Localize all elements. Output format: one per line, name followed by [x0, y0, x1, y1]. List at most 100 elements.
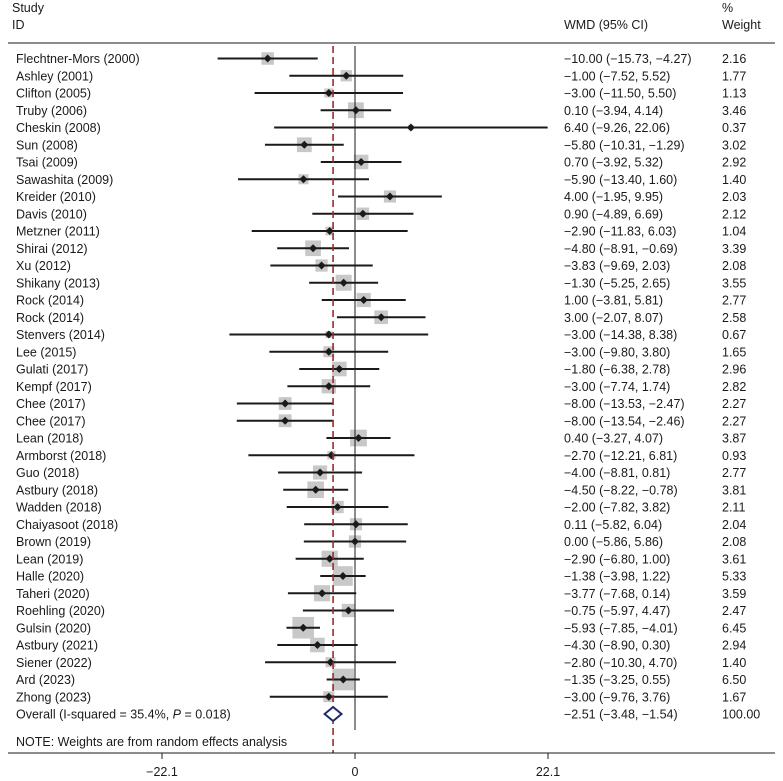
study-weight: 6.45 [722, 621, 746, 635]
footnote: NOTE: Weights are from random effects an… [16, 735, 287, 749]
study-effect-ci: −2.90 (−11.83, 6.03) [564, 225, 676, 239]
study-point-estimate [339, 278, 348, 287]
overall-weight: 100.00 [722, 708, 760, 722]
study-weight: 3.61 [722, 552, 746, 566]
study-point-estimate [351, 520, 360, 529]
study-effect-ci: −2.70 (−12.21, 6.81) [564, 449, 677, 463]
study-effect-ci: −4.50 (−8.22, −0.78) [564, 483, 678, 497]
study-weight: 2.96 [722, 363, 746, 377]
study-point-estimate [385, 192, 394, 201]
study-weight: 1.77 [722, 69, 746, 83]
study-effect-ci: 0.11 (−5.82, 6.04) [564, 518, 662, 532]
study-point-estimate [406, 123, 415, 132]
study-point-estimate [325, 554, 334, 563]
study-weight: 2.16 [722, 52, 746, 66]
study-effect-ci: −8.00 (−13.53, −2.47) [564, 397, 685, 411]
study-weight: 0.93 [722, 449, 746, 463]
study-label: Truby (2006) [16, 104, 87, 118]
study-label: Gulsin (2020) [16, 621, 91, 635]
study-point-estimate [263, 54, 272, 63]
study-point-estimate [333, 503, 342, 511]
study-effect-ci: −5.80 (−10.31, −1.29) [564, 138, 685, 152]
study-point-estimate [300, 140, 309, 149]
study-effect-ci: −4.30 (−8.90, 0.30) [564, 639, 670, 653]
study-weight: 5.33 [722, 570, 746, 584]
header-id-label: ID [12, 18, 25, 32]
study-effect-ci: −4.00 (−8.81, 0.81) [564, 466, 670, 480]
study-weight: 2.04 [722, 518, 746, 532]
study-point-estimate [281, 399, 290, 408]
study-weight: 2.08 [722, 259, 746, 273]
study-label: Sawashita (2009) [16, 173, 113, 187]
overall-label-p: P [173, 708, 182, 722]
study-label: Lean (2019) [16, 552, 83, 566]
overall-diamond [323, 705, 344, 723]
study-weight: 2.77 [722, 466, 746, 480]
study-point-estimate [324, 330, 333, 339]
study-weight: 3.55 [722, 276, 746, 290]
study-point-estimate [357, 158, 366, 166]
study-weight: 3.46 [722, 104, 746, 118]
study-weight: 0.67 [722, 328, 746, 342]
study-point-estimate [309, 244, 318, 253]
study-weight: 2.12 [722, 207, 746, 221]
study-weight: 2.03 [722, 190, 746, 204]
study-weight: 1.40 [722, 656, 746, 670]
study-label: Xu (2012) [16, 259, 71, 273]
study-label: Lee (2015) [16, 345, 76, 359]
study-weight: 6.50 [722, 673, 746, 687]
overall-label-suffix: = 0.018) [181, 708, 231, 722]
study-effect-ci: 0.00 (−5.86, 5.86) [564, 535, 663, 549]
x-tick-label: 0 [352, 765, 359, 779]
study-weight: 2.11 [722, 501, 745, 515]
study-label: Stenvers (2014) [16, 328, 105, 342]
study-effect-ci: −1.80 (−6.38, 2.78) [564, 363, 670, 377]
study-label: Taheri (2020) [16, 587, 90, 601]
study-point-estimate [335, 365, 344, 373]
study-label: Cheskin (2008) [16, 121, 101, 135]
study-weight: 0.37 [722, 121, 746, 135]
study-label: Astbury (2021) [16, 639, 98, 653]
study-point-estimate [281, 416, 290, 425]
study-point-estimate [299, 175, 308, 184]
study-weight: 2.94 [722, 639, 746, 653]
study-weight: 2.27 [722, 397, 746, 411]
study-effect-ci: −1.38 (−3.98, 1.22) [564, 570, 670, 584]
study-effect-ci: −3.00 (−14.38, 8.38) [564, 328, 677, 342]
study-weight: 1.04 [722, 225, 746, 239]
study-weight: 2.58 [722, 311, 746, 325]
study-label: Kreider (2010) [16, 190, 96, 204]
study-effect-ci: −5.93 (−7.85, −4.01) [564, 621, 678, 635]
study-effect-ci: −4.80 (−8.91, −0.69) [564, 242, 678, 256]
study-point-estimate [316, 468, 325, 477]
study-label: Metzner (2011) [16, 225, 100, 239]
study-weight: 1.65 [722, 345, 746, 359]
study-point-estimate [377, 313, 386, 322]
study-label: Lean (2018) [16, 432, 83, 446]
study-label: Roehling (2020) [16, 604, 105, 618]
study-label: Halle (2020) [16, 570, 84, 584]
study-weight: 2.77 [722, 294, 746, 308]
study-effect-ci: 1.00 (−3.81, 5.81) [564, 294, 663, 308]
study-label: Shirai (2012) [16, 242, 88, 256]
x-tick-label: −22.1 [146, 765, 178, 779]
study-label: Zhong (2023) [16, 690, 91, 704]
study-label: Guo (2018) [16, 466, 79, 480]
study-point-estimate [344, 606, 353, 615]
study-effect-ci: −1.30 (−5.25, 2.65) [564, 276, 670, 290]
study-label: Flechtner-Mors (2000) [16, 52, 140, 66]
study-weight: 2.47 [722, 604, 746, 618]
study-point-estimate [299, 623, 308, 632]
header-study-label: Study [12, 1, 45, 15]
study-effect-ci: 3.00 (−2.07, 8.07) [564, 311, 663, 325]
study-effect-ci: 0.90 (−4.89, 6.69) [564, 207, 663, 221]
study-weight: 2.92 [722, 156, 746, 170]
study-effect-ci: −3.00 (−9.80, 3.80) [564, 345, 670, 359]
study-weight: 2.27 [722, 414, 746, 428]
header-weight-label: Weight [722, 18, 761, 32]
study-label: Rock (2014) [16, 294, 84, 308]
study-label: Sun (2008) [16, 138, 78, 152]
study-point-estimate [358, 209, 367, 218]
study-effect-ci: −3.83 (−9.69, 2.03) [564, 259, 670, 273]
